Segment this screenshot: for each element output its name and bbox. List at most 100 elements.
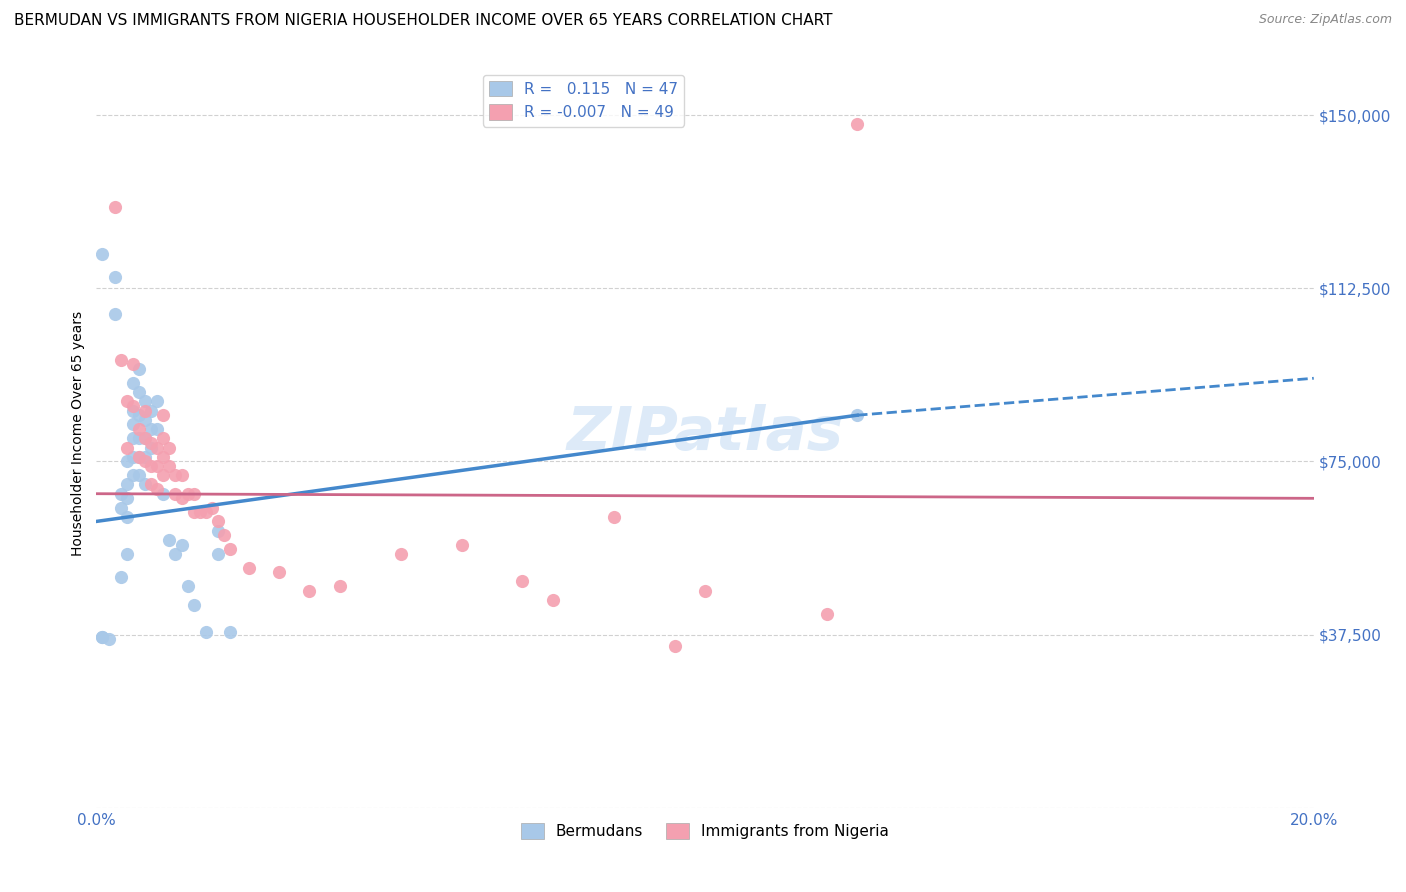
Point [152, 486, 174, 500]
Point [194, 505, 217, 519]
Point [212, 528, 235, 542]
Point [122, 431, 145, 445]
Point [91, 246, 114, 260]
Point [157, 441, 180, 455]
Point [128, 431, 150, 445]
Point [541, 593, 564, 607]
Point [298, 583, 321, 598]
Point [603, 509, 626, 524]
Point [157, 533, 180, 547]
Point [134, 431, 156, 445]
Point [115, 509, 138, 524]
Point [450, 537, 472, 551]
Point [139, 477, 162, 491]
Text: BERMUDAN VS IMMIGRANTS FROM NIGERIA HOUSEHOLDER INCOME OVER 65 YEARS CORRELATION: BERMUDAN VS IMMIGRANTS FROM NIGERIA HOUS… [14, 13, 832, 29]
Point [846, 117, 869, 131]
Point [104, 269, 127, 284]
Point [194, 625, 217, 640]
Point [128, 468, 150, 483]
Point [207, 547, 229, 561]
Point [128, 362, 150, 376]
Point [693, 583, 716, 598]
Text: ZIPatlas: ZIPatlas [567, 404, 844, 463]
Point [146, 422, 169, 436]
Point [128, 408, 150, 422]
Point [128, 450, 150, 464]
Point [122, 450, 145, 464]
Point [115, 477, 138, 491]
Point [389, 547, 412, 561]
Point [146, 458, 169, 473]
Point [170, 491, 193, 506]
Point [134, 450, 156, 464]
Point [207, 524, 229, 538]
Point [110, 486, 132, 500]
Point [122, 417, 145, 432]
Point [134, 454, 156, 468]
Point [183, 598, 205, 612]
Point [134, 413, 156, 427]
Point [146, 482, 169, 496]
Point [152, 408, 174, 422]
Point [139, 458, 162, 473]
Y-axis label: Householder Income Over 65 years: Householder Income Over 65 years [72, 311, 86, 557]
Point [115, 491, 138, 506]
Point [152, 431, 174, 445]
Point [122, 358, 145, 372]
Point [170, 537, 193, 551]
Point [122, 468, 145, 483]
Point [183, 486, 205, 500]
Point [128, 422, 150, 436]
Point [104, 307, 127, 321]
Point [176, 486, 198, 500]
Point [134, 403, 156, 417]
Point [329, 579, 352, 593]
Point [157, 458, 180, 473]
Point [846, 408, 869, 422]
Point [134, 477, 156, 491]
Point [170, 468, 193, 483]
Point [104, 200, 127, 214]
Point [115, 441, 138, 455]
Point [134, 394, 156, 409]
Point [134, 431, 156, 445]
Point [146, 394, 169, 409]
Point [110, 570, 132, 584]
Point [512, 574, 534, 589]
Point [219, 542, 242, 557]
Point [110, 500, 132, 515]
Point [110, 352, 132, 367]
Point [146, 441, 169, 455]
Text: Source: ZipAtlas.com: Source: ZipAtlas.com [1258, 13, 1392, 27]
Point [115, 454, 138, 468]
Legend: Bermudans, Immigrants from Nigeria: Bermudans, Immigrants from Nigeria [515, 817, 896, 845]
Point [139, 403, 162, 417]
Point [165, 486, 187, 500]
Point [165, 468, 187, 483]
Point [128, 385, 150, 400]
Point [176, 579, 198, 593]
Point [115, 547, 138, 561]
Point [219, 625, 242, 640]
Point [815, 607, 838, 621]
Point [139, 436, 162, 450]
Point [91, 630, 114, 644]
Point [165, 547, 187, 561]
Point [128, 450, 150, 464]
Point [97, 632, 120, 647]
Point [91, 630, 114, 644]
Point [139, 441, 162, 455]
Point [152, 450, 174, 464]
Point [188, 505, 211, 519]
Point [238, 560, 260, 574]
Point [207, 515, 229, 529]
Point [201, 500, 224, 515]
Point [115, 394, 138, 409]
Point [664, 639, 686, 653]
Point [152, 468, 174, 483]
Point [122, 403, 145, 417]
Point [122, 376, 145, 390]
Point [267, 566, 290, 580]
Point [183, 505, 205, 519]
Point [122, 399, 145, 413]
